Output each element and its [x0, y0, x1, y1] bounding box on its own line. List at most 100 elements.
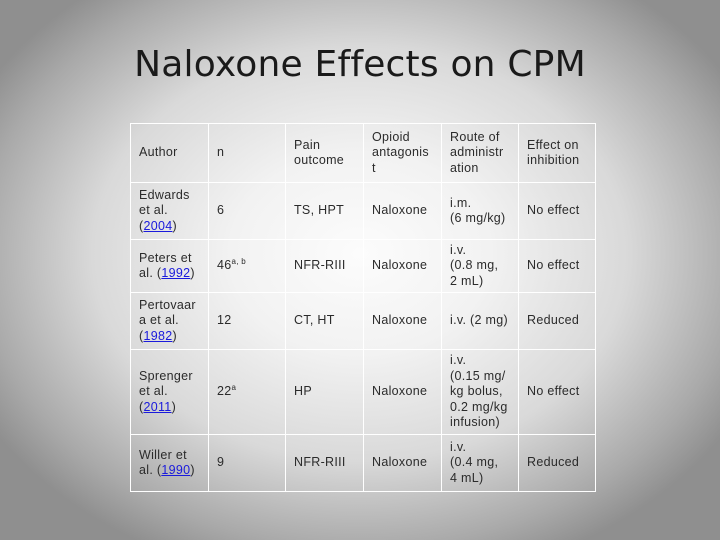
citation-year-link[interactable]: 2004 [143, 218, 173, 233]
author-text: Peters et [139, 250, 192, 265]
route-line: i.v. (2 mg) [450, 313, 508, 328]
cell-route: i.v. (2 mg) [441, 292, 519, 350]
cell-pain-outcome: CT, HT [285, 292, 364, 350]
cell-opioid-antagonist: Naloxone [363, 434, 442, 492]
citation-year-link[interactable]: 2011 [143, 399, 172, 414]
route-line: 4 mL) [450, 470, 484, 485]
n-value: 9 [217, 455, 225, 470]
effect-text: No effect [527, 384, 580, 399]
header-pain-outcome-line: outcome [294, 153, 345, 167]
route-line: (6 mg/kg) [450, 211, 506, 225]
header-route-line: ation [450, 160, 479, 175]
cell-author: Pertovaar a et al. (1982) [130, 292, 209, 350]
citation-open: ( [153, 463, 162, 477]
table-row: Peters et al. (1992) 46a, b NFR-RIII Naloxon… [130, 239, 596, 293]
route-line: 2 mL) [450, 273, 484, 288]
pain-outcome-text: HP [294, 384, 312, 399]
cell-n: 9 [208, 434, 286, 492]
n-value: 12 [217, 313, 232, 328]
cell-n: 12 [208, 292, 286, 350]
header-author: Author [130, 123, 209, 183]
author-line: (1982) [139, 329, 204, 345]
author-line: Sprenger [139, 369, 204, 385]
opioid-antagonist-text: Naloxone [372, 313, 428, 328]
cell-author: Willer et al. (1990) [130, 434, 209, 492]
table-row: Pertovaar a et al. (1982) 12 CT, HT Naloxone i… [130, 292, 596, 350]
author-line: Peters et [139, 251, 204, 267]
cell-pain-outcome: TS, HPT [285, 182, 364, 240]
table-row: Sprenger et al. (2011) 22a HP Naloxone i.v. (0.… [130, 349, 596, 435]
pain-outcome-text: NFR-RIII [294, 258, 346, 273]
cell-author: Peters et al. (1992) [130, 239, 209, 293]
cell-effect: No effect [518, 182, 596, 240]
n-footnote-mark: a [231, 383, 237, 393]
author-text: al. [139, 266, 154, 280]
cell-effect: Reduced [518, 292, 596, 350]
route-line: kg bolus, [450, 384, 503, 399]
opioid-antagonist-text: Naloxone [372, 384, 428, 399]
citation-open: ( [139, 399, 144, 414]
citation-close: ) [190, 463, 195, 477]
opioid-antagonist-text: Naloxone [372, 203, 428, 218]
route-line: (0.4 mg, [450, 455, 499, 470]
pain-outcome-text: TS, HPT [294, 203, 345, 218]
citation-close: ) [190, 266, 195, 280]
cell-route: i.v. (0.8 mg, 2 mL) [441, 239, 519, 293]
header-effect: Effect on inhibition [518, 123, 596, 183]
cell-opioid-antagonist: Naloxone [363, 292, 442, 350]
header-author-text: Author [139, 145, 178, 160]
cell-route: i.v. (0.4 mg, 4 mL) [441, 434, 519, 492]
data-table: Author n Pain outcome Opioid antagonis t… [130, 123, 596, 492]
route-line: i.v. [450, 242, 467, 257]
effect-text: Reduced [527, 313, 580, 328]
header-opioid-antagonist: Opioid antagonis t [363, 123, 442, 183]
citation-open: ( [153, 266, 162, 280]
header-opioid-antagonist-line: t [372, 160, 376, 175]
effect-text: No effect [527, 203, 580, 218]
citation-year-link[interactable]: 1982 [143, 328, 173, 343]
cell-effect: No effect [518, 239, 596, 293]
author-line: al. (1990) [139, 463, 204, 479]
header-effect-line: inhibition [527, 153, 580, 167]
cell-author: Sprenger et al. (2011) [130, 349, 209, 435]
cell-pain-outcome: NFR-RIII [285, 239, 364, 293]
cell-effect: Reduced [518, 434, 596, 492]
route-line: infusion) [450, 415, 500, 430]
route-line: (0.15 mg/ [450, 368, 506, 383]
cell-effect: No effect [518, 349, 596, 435]
citation-open: ( [139, 328, 144, 343]
citation-year-link[interactable]: 1992 [161, 266, 191, 280]
header-pain-outcome-line: Pain [294, 137, 321, 152]
route-line: 0.2 mg/kg [450, 399, 508, 414]
author-line: al. (1992) [139, 266, 204, 282]
header-n-text: n [217, 145, 225, 160]
table-row: Edwards et al. (2004) 6 TS, HPT Naloxone i.m.(… [130, 182, 596, 240]
header-n: n [208, 123, 286, 183]
author-line: et al. [139, 384, 204, 400]
author-text: Sprenger [139, 368, 193, 383]
header-effect-line: Effect on [527, 137, 579, 152]
header-route-line: Route of [450, 129, 500, 144]
cell-pain-outcome: NFR-RIII [285, 434, 364, 492]
cell-n: 22a [208, 349, 286, 435]
table-row: Willer et al. (1990) 9 NFR-RIII Naloxone i.v.… [130, 434, 596, 492]
author-line: Edwards [139, 188, 204, 204]
header-route-line: administr [450, 145, 504, 160]
n-value: 6 [217, 203, 225, 218]
header-opioid-antagonist-line: Opioid [372, 129, 410, 144]
citation-close: ) [172, 328, 177, 343]
citation-year-link[interactable]: 1990 [161, 463, 191, 477]
citation-close: ) [172, 218, 177, 233]
author-line: et al. [139, 203, 204, 219]
cell-opioid-antagonist: Naloxone [363, 182, 442, 240]
citation-open: ( [139, 218, 144, 233]
route-line: i.v. [450, 353, 467, 368]
pain-outcome-text: CT, HT [294, 313, 335, 328]
author-line: Pertovaar [139, 298, 204, 314]
author-text: Edwards [139, 187, 190, 202]
cell-opioid-antagonist: Naloxone [363, 349, 442, 435]
author-text: et al. [139, 384, 168, 399]
author-text: et al. [139, 203, 168, 218]
effect-text: No effect [527, 258, 580, 273]
table-header-row: Author n Pain outcome Opioid antagonis t… [130, 123, 596, 183]
